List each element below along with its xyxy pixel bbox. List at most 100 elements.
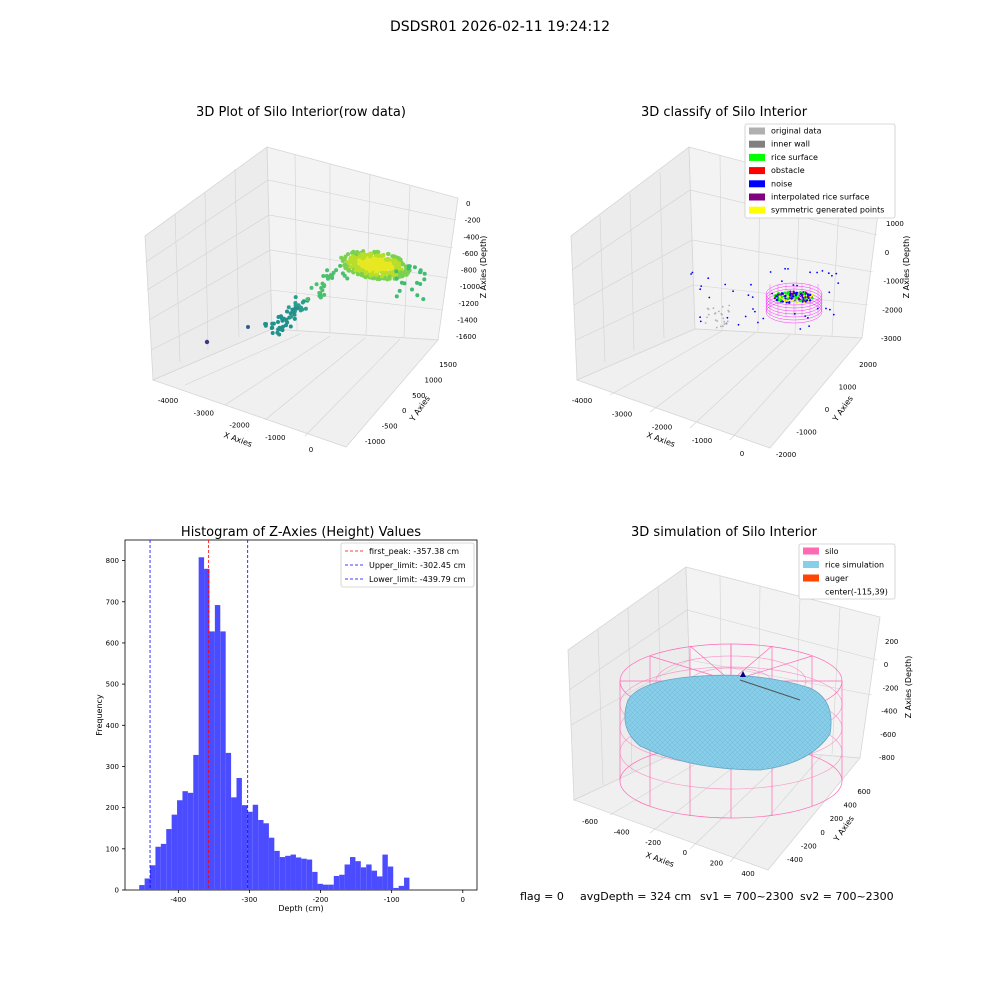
histogram-bar — [317, 883, 323, 890]
histogram-bar — [295, 857, 302, 890]
histogram-bar — [387, 866, 394, 890]
raw-point — [351, 259, 356, 264]
panel1-ztick-8: -1600 — [456, 333, 476, 341]
noise-point — [827, 272, 830, 275]
panel1-ztick-5: -1000 — [460, 283, 480, 291]
noise-point — [747, 294, 750, 297]
panel1-zlabel: Z Axies (Depth) — [479, 236, 488, 299]
classified-point — [780, 295, 783, 299]
classified-point — [790, 297, 793, 300]
noise-point — [787, 268, 789, 270]
raw-point — [288, 324, 293, 329]
noise-point — [757, 321, 759, 324]
classified-point — [775, 295, 778, 298]
raw-point — [330, 276, 335, 280]
panel1-ytick-0: -1000 — [365, 438, 385, 446]
histogram-xtick-2: -200 — [313, 896, 329, 904]
raw-point — [397, 288, 402, 293]
noise-point — [832, 313, 835, 316]
legend-label-3: obstacle — [771, 166, 805, 175]
raw-point — [412, 265, 417, 270]
classified-point — [789, 290, 792, 293]
classified-point — [792, 298, 795, 301]
noise-point — [816, 307, 819, 310]
raw-point — [342, 256, 347, 261]
panel1-scatter-points — [204, 249, 427, 345]
histogram-bar — [177, 800, 183, 890]
panel1-ztick-0: 0 — [466, 200, 470, 208]
classified-point — [794, 295, 798, 299]
panel2-ylabel: Y Axies — [830, 394, 855, 424]
raw-point — [295, 306, 300, 311]
panel1-xtick-1: -3000 — [194, 409, 214, 417]
original-point — [713, 312, 716, 315]
status-flag: flag = 0 — [520, 890, 564, 903]
classified-point — [807, 295, 810, 298]
raw-point — [325, 268, 330, 273]
histogram-reference-lines — [149, 540, 249, 890]
panel4-ytick-0: -400 — [787, 856, 803, 864]
raw-point — [400, 262, 405, 267]
raw-point — [382, 276, 387, 280]
panel2-scatter-points — [690, 267, 840, 330]
noise-point — [808, 325, 810, 327]
raw-point — [355, 265, 360, 270]
classified-point — [804, 296, 807, 299]
panel1-ztick-3: -600 — [462, 250, 478, 258]
classified-point — [799, 290, 802, 294]
raw-point — [347, 268, 352, 273]
classified-point — [781, 300, 784, 303]
raw-point — [384, 265, 389, 270]
original-point — [704, 322, 707, 324]
classified-point — [780, 292, 784, 295]
classified-point — [785, 299, 788, 302]
panel4-ytick-5: 600 — [857, 788, 870, 796]
legend-swatch-1 — [749, 140, 765, 148]
raw-point — [422, 277, 427, 282]
classified-point — [801, 293, 804, 297]
panel2-xtick-0: -4000 — [572, 397, 592, 405]
raw-point — [407, 264, 412, 269]
panel-simulation: 3D simulation of Silo Interior — [567, 525, 913, 878]
raw-point — [298, 308, 303, 313]
classified-point — [773, 297, 777, 300]
histogram-bar — [377, 876, 383, 890]
classified-point — [794, 293, 798, 297]
histogram-bar — [322, 884, 329, 890]
original-point — [723, 323, 726, 325]
panel4-ticks: -600-400-2000200400-400-2000200400600200… — [582, 638, 898, 878]
noise-point — [828, 291, 831, 294]
histogram-bar — [328, 884, 334, 890]
legend-label-4: noise — [771, 179, 792, 188]
legend-swatch-2 — [749, 153, 765, 161]
histogram-legend-label-0: first_peak: -357.38 cm — [369, 547, 459, 556]
panel2-ticks: -4000 -3000 -2000 -1000 0 -2000 -1000 0 1000 2000… — [572, 220, 904, 459]
classified-point — [787, 293, 790, 296]
original-point — [716, 320, 719, 322]
raw-point — [394, 276, 399, 281]
classified-point — [777, 293, 780, 296]
classified-point — [797, 297, 800, 300]
histogram-bar — [155, 846, 161, 890]
raw-point — [393, 262, 398, 267]
panel4-ytick-4: 400 — [844, 802, 857, 810]
histogram-bar — [344, 864, 350, 890]
raw-point — [368, 251, 373, 256]
classified-point — [802, 299, 805, 302]
raw-point — [354, 252, 359, 257]
raw-point — [285, 309, 289, 314]
panel2-ztick-3: -2000 — [882, 306, 902, 314]
panel4-zlabel: Z Axies (Depth) — [904, 656, 913, 719]
panel4-xtick-1: -400 — [614, 828, 630, 836]
raw-point — [286, 305, 291, 310]
panel2-zlabel: Z Axies (Depth) — [902, 236, 911, 299]
panel2-xtick-4: 0 — [740, 450, 744, 458]
raw-point — [204, 339, 210, 345]
raw-point — [391, 271, 396, 276]
histogram-xtick-1: -300 — [241, 896, 257, 904]
status-sv2: sv2 = 700~2300 — [800, 890, 894, 903]
histogram-bar — [241, 805, 248, 890]
panel2-ztick-2: -1000 — [884, 278, 904, 286]
panel1-ztick-6: -1200 — [459, 300, 479, 308]
classified-point — [775, 298, 779, 302]
